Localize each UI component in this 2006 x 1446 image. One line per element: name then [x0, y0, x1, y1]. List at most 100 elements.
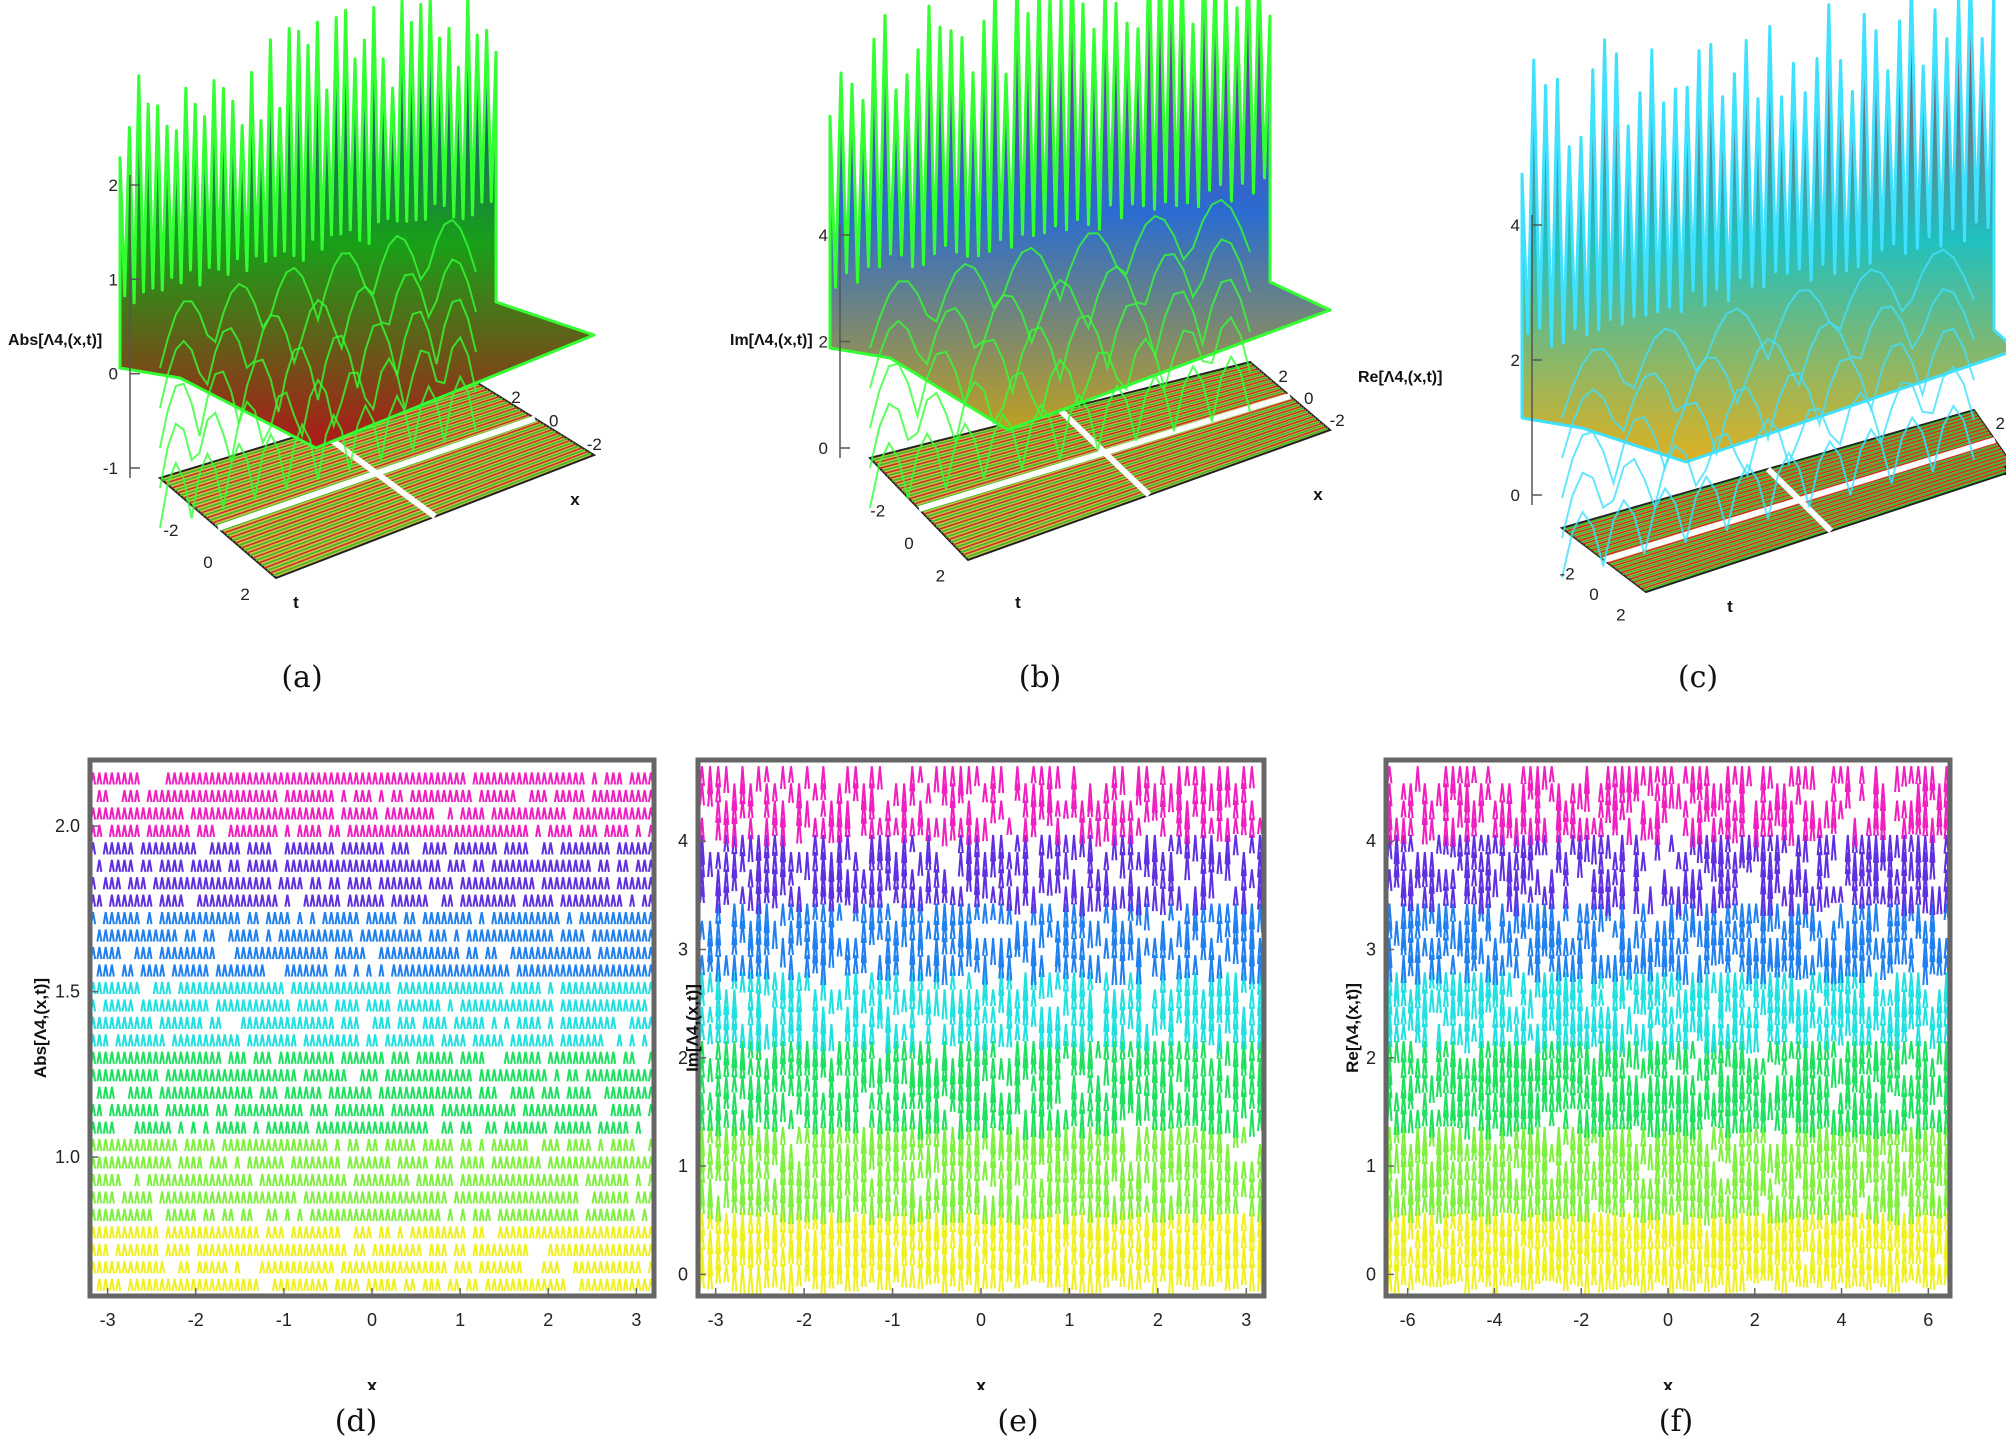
contour-e-level	[699, 851, 1263, 882]
surface-c-mesh-line	[1561, 327, 1975, 499]
contour-d-level	[96, 789, 654, 803]
surface-b-z-tick-label: 4	[819, 226, 828, 245]
contour-e-line	[715, 800, 1255, 830]
contour-e-level	[699, 1195, 1263, 1226]
contour-d-level	[96, 859, 654, 872]
contour-e-y-tick-label: 0	[678, 1264, 688, 1284]
caption-b: (b)	[1018, 660, 1062, 695]
surface-a-mesh-line	[159, 218, 477, 369]
contour-d-x-tick-label: -2	[188, 1310, 204, 1330]
contour-d-line	[90, 999, 648, 1012]
contour-d-level	[90, 1261, 654, 1274]
contour-e-line	[699, 1040, 1263, 1071]
surface-a-mesh-line	[159, 374, 477, 529]
contour-e-level	[715, 903, 1263, 934]
contour-f-line	[1386, 869, 1950, 900]
surface-c-z-tick-label: 0	[1511, 486, 1520, 505]
contour-plot-d: -3 -2 -1 0 1 2 3 1.0 1.5 2.0 x Abs[Λ4,(x,t)]	[31, 757, 657, 1390]
contour-f-level	[1393, 1109, 1950, 1140]
contour-d-line	[90, 1226, 654, 1239]
contour-e-level	[699, 1075, 1263, 1106]
contour-f-line	[1386, 834, 1950, 865]
contour-e-line	[699, 1126, 1247, 1157]
contour-e-line	[699, 1195, 1263, 1226]
contour-d-level	[90, 772, 654, 785]
contour-e-line	[699, 989, 1263, 1020]
contour-d-line	[90, 1104, 654, 1117]
contour-f-x-label: x	[1663, 1376, 1673, 1390]
surface-b-x-tick-label: -2	[1330, 411, 1345, 430]
surface-a-mesh	[118, 0, 596, 450]
contour-d-line	[90, 1069, 654, 1082]
contour-e-level	[699, 1092, 1263, 1123]
contour-f-level	[1386, 903, 1950, 934]
contour-d-line	[90, 1191, 654, 1204]
contour-d-line	[90, 1156, 654, 1169]
contour-d-level	[90, 1051, 654, 1064]
surface-b-t-tick-label: 0	[904, 534, 913, 553]
contour-f-x-tick-label: 6	[1923, 1310, 1933, 1330]
surface-a-t-label: t	[293, 593, 299, 612]
contour-f-line	[1386, 989, 1950, 1020]
contour-d-x-tick-label: 3	[631, 1310, 641, 1330]
contour-f-line	[1386, 1247, 1950, 1278]
contour-e-level	[699, 1109, 1263, 1140]
contour-f-y-label: Re[Λ4,(x,t)]	[1343, 983, 1362, 1073]
contour-f-level	[1386, 834, 1950, 865]
contour-d-line	[96, 964, 654, 977]
contour-d-frame	[87, 757, 657, 1299]
contour-f-frame	[1383, 757, 1953, 1299]
surface-a-mesh-line	[159, 258, 477, 409]
contour-d-line	[96, 1278, 654, 1291]
caption-d: (d)	[334, 1404, 378, 1439]
contour-f-line	[1386, 1195, 1950, 1226]
contour-e-level	[699, 1229, 1263, 1261]
contour-e-line	[699, 972, 1263, 1003]
contour-e-level	[699, 989, 1263, 1020]
surface-a-z-tick-label: 0	[109, 365, 118, 384]
contour-f-level	[1386, 817, 1950, 848]
contour-e-y-tick-label: 3	[678, 939, 688, 959]
contour-d-x-label: x	[367, 1376, 377, 1390]
surface-c-z-tick-label: 4	[1511, 216, 1520, 235]
contour-f-level	[1386, 972, 1950, 1003]
contour-e-level	[699, 834, 1263, 865]
contour-e-x-tick-label: 1	[1064, 1310, 1074, 1330]
contour-f-line	[1386, 800, 1950, 831]
surface-b-t-label: t	[1015, 593, 1021, 612]
contour-e-y-tick-label: 1	[678, 1156, 688, 1176]
contour-e-line	[699, 783, 1247, 814]
contour-d-line	[90, 912, 654, 925]
contour-d-line	[90, 1243, 654, 1257]
contour-f-x-tick-label: 0	[1663, 1310, 1673, 1330]
contour-e-line	[699, 1075, 1263, 1106]
contour-d-line	[90, 842, 654, 855]
contour-f-level	[1386, 1178, 1950, 1209]
contour-d-y-tick-label: 1.5	[55, 982, 80, 1002]
contour-d-line	[90, 1016, 654, 1030]
contour-f-level	[1386, 1006, 1950, 1037]
surface-c-mesh-line	[1561, 403, 1975, 579]
contour-e-line	[699, 1143, 1263, 1174]
contour-f-line	[1400, 886, 1950, 917]
contour-d-x-tick-label: 2	[543, 1310, 553, 1330]
contour-f-level	[1386, 1126, 1950, 1157]
surface-a-z-label: Abs[Λ4,(x,t)]	[8, 332, 102, 349]
contour-d-line	[90, 807, 654, 820]
contour-d-x-tick-label: 1	[455, 1310, 465, 1330]
surface-c-floor-divider	[1765, 466, 1834, 534]
contour-f-x-tick-label: -2	[1573, 1310, 1589, 1330]
contour-d-y-tick-label: 1.0	[55, 1147, 80, 1167]
surface-a-mesh-line	[159, 335, 477, 489]
contour-d-x-tick-label: 0	[367, 1310, 377, 1330]
contour-f-y-tick-label: 2	[1366, 1048, 1376, 1068]
contour-e-line	[699, 1006, 1263, 1037]
contour-e-line	[699, 766, 1255, 797]
contour-d-x-tick-label: -3	[100, 1310, 116, 1330]
contour-d-level	[96, 964, 654, 977]
contour-e-line	[699, 1023, 1263, 1054]
contour-d-line	[96, 1086, 654, 1099]
contour-d-level	[90, 807, 654, 820]
contour-f-level	[1386, 783, 1950, 813]
contour-f-line	[1393, 1109, 1950, 1140]
